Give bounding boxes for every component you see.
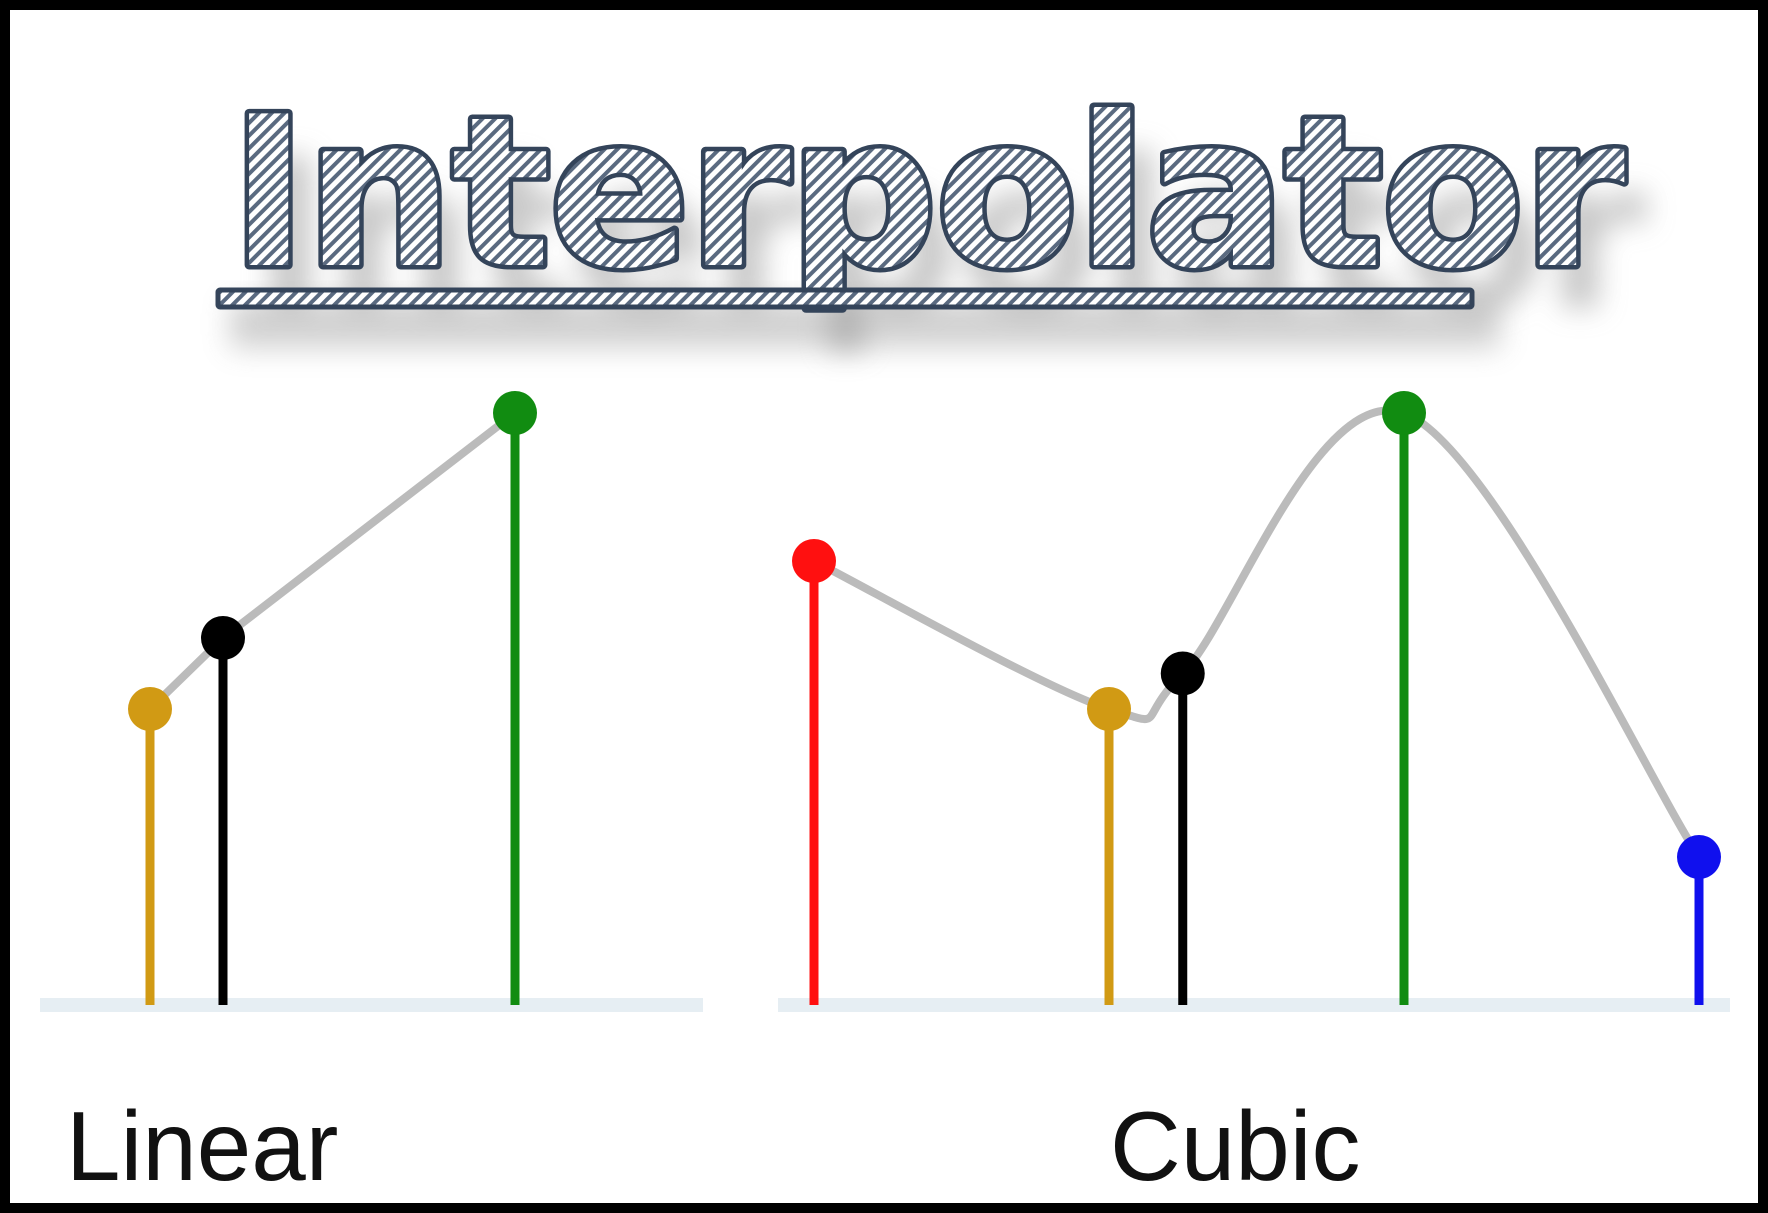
cubic-point-black: [1160, 651, 1205, 696]
cubic-point-red: [792, 539, 836, 583]
cubic-point-blue: [1677, 835, 1721, 879]
linear-caption: Linear: [66, 1091, 338, 1201]
page-title: Interpolator: [230, 73, 1624, 315]
title-underline: [215, 287, 1475, 310]
linear-point-green: [493, 391, 537, 435]
cubic-caption: Cubic: [1110, 1091, 1361, 1201]
cubic-panel: Cubic: [778, 391, 1730, 1201]
cubic-baseline: [778, 998, 1730, 1012]
linear-point-black: [201, 615, 245, 660]
cubic-curve: [810, 406, 1703, 861]
cubic-stems-layer: [792, 391, 1721, 1005]
linear-stems-layer: [128, 391, 537, 1005]
cubic-point-gold: [1087, 687, 1131, 731]
linear-baseline: [40, 998, 703, 1012]
title-group: Interpolator Interpolator: [215, 69, 1648, 358]
cubic-point-green: [1382, 391, 1426, 435]
linear-panel: Linear: [40, 391, 703, 1201]
cubic-curve-layer: [810, 406, 1703, 861]
linear-point-gold: [128, 687, 172, 731]
